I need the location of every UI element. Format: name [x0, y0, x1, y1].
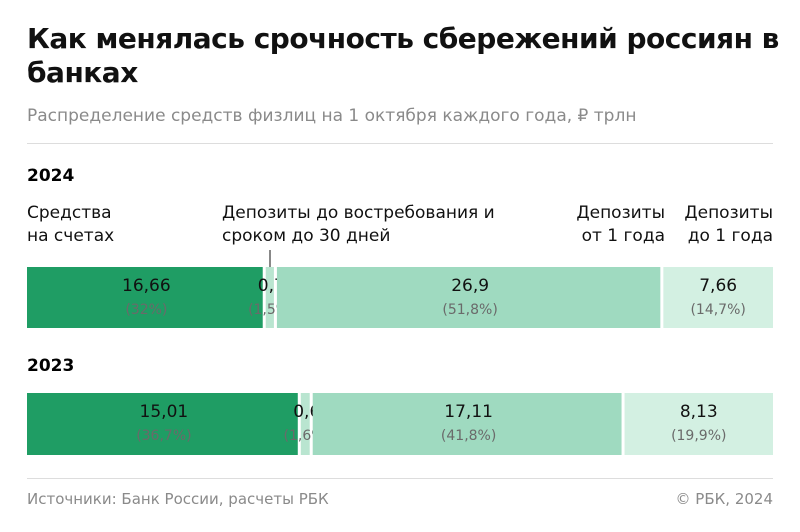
share-label: (14,7%) [690, 302, 745, 318]
share-label: (32%) [125, 302, 167, 318]
bar-segment [624, 393, 773, 455]
category-label: 2024 [27, 166, 74, 186]
value-label: 8,13 [680, 402, 718, 422]
bar-segment [265, 267, 274, 328]
bar-segment [27, 267, 263, 328]
share-label: (41,8%) [441, 428, 496, 444]
chart-title: Как менялась срочность сбережений россия… [27, 22, 779, 89]
source: Источники: Банк России, расчеты РБК [27, 490, 329, 508]
value-label: 17,11 [444, 402, 493, 422]
chart-subtitle: Распределение средств физлиц на 1 октябр… [27, 106, 637, 126]
value-label: 7,66 [699, 276, 737, 296]
bar-segment [663, 267, 773, 328]
share-label: (19,9%) [671, 428, 726, 444]
legend-label: Депозиты до 1 года [684, 203, 773, 246]
divider [27, 478, 773, 479]
share-label: (36,7%) [136, 428, 191, 444]
bar-segment [300, 393, 310, 455]
divider [27, 143, 773, 144]
value-label: 26,9 [451, 276, 489, 296]
share-label: (51,8%) [442, 302, 497, 318]
credit: © РБК, 2024 [675, 490, 773, 508]
bar-segment [276, 267, 661, 328]
value-label: 16,66 [122, 276, 171, 296]
category-label: 2023 [27, 356, 74, 376]
value-label: 15,01 [140, 402, 189, 422]
bar-segment [312, 393, 622, 455]
legend-label: Средства на счетах [27, 203, 115, 246]
legend-label: Депозиты от 1 года [576, 203, 665, 246]
legend-label: Депозиты до востребования и сроком до 30… [222, 203, 495, 246]
bar-segment [27, 393, 298, 455]
